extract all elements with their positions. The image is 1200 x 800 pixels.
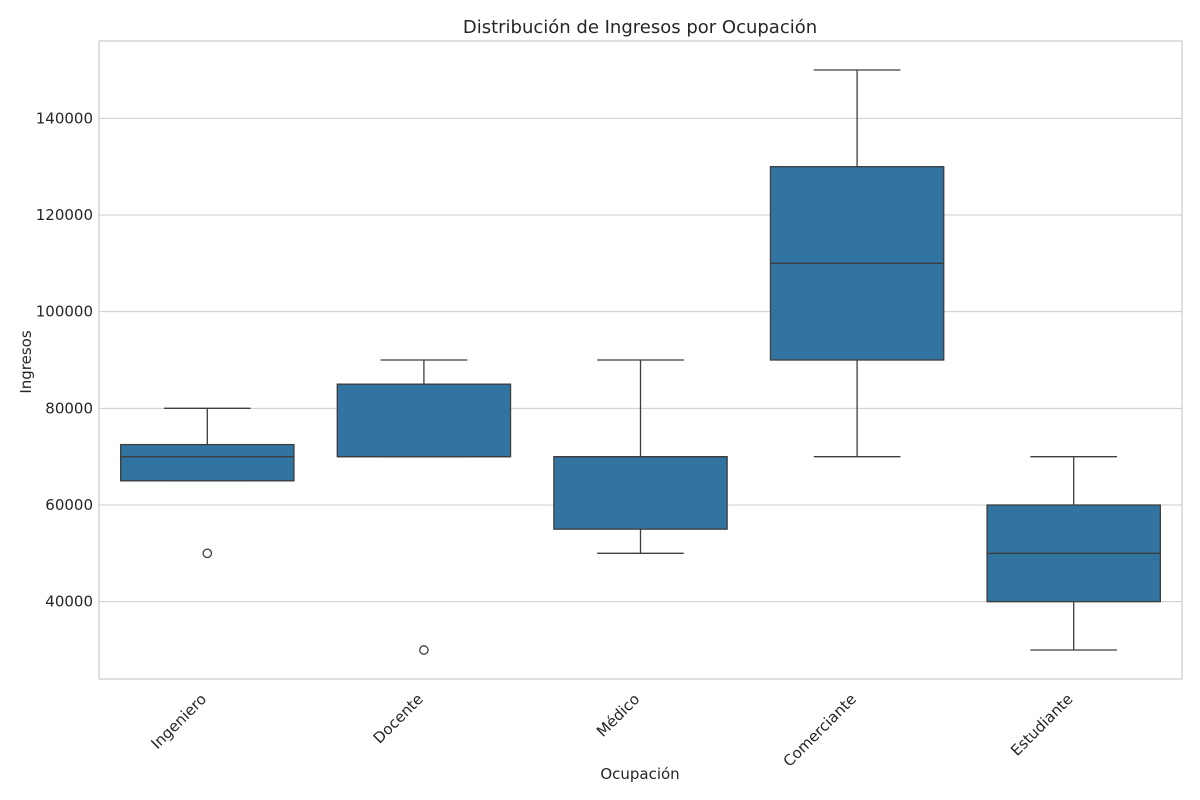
y-tick-label: 60000	[45, 496, 93, 514]
box-3	[769, 69, 945, 458]
y-tick-label: 140000	[36, 109, 93, 127]
y-tick-label: 40000	[45, 593, 93, 611]
x-axis-ticks: Ingeniero Docente Médico Comerciante Estudia…	[147, 690, 1076, 770]
iqr-box	[553, 456, 728, 530]
y-tick-label: 120000	[36, 206, 93, 224]
y-axis-ticks: 40000 60000 80000 100000 120000 140000	[36, 109, 93, 610]
x-axis-label: Ocupación	[600, 765, 679, 783]
chart-title: Distribución de Ingresos por Ocupación	[463, 17, 817, 38]
x-tick-label: Comerciante	[780, 690, 860, 770]
x-tick-label: Estudiante	[1007, 690, 1076, 759]
outlier-point	[419, 645, 429, 655]
x-tick-label: Docente	[370, 690, 427, 747]
iqr-box	[336, 383, 512, 458]
y-tick-label: 100000	[36, 303, 93, 321]
box-2	[553, 359, 728, 554]
outlier-point	[202, 548, 213, 559]
box-1	[336, 359, 512, 655]
y-tick-label: 80000	[45, 399, 93, 417]
boxes-layer	[120, 69, 1161, 655]
x-tick-label: Médico	[593, 690, 643, 740]
plot-frame	[98, 40, 1183, 680]
y-axis-label: Ingresos	[17, 330, 35, 394]
x-tick-label: Ingeniero	[147, 690, 210, 753]
box-0	[120, 407, 295, 559]
box-4	[986, 456, 1161, 651]
iqr-box	[120, 443, 295, 482]
